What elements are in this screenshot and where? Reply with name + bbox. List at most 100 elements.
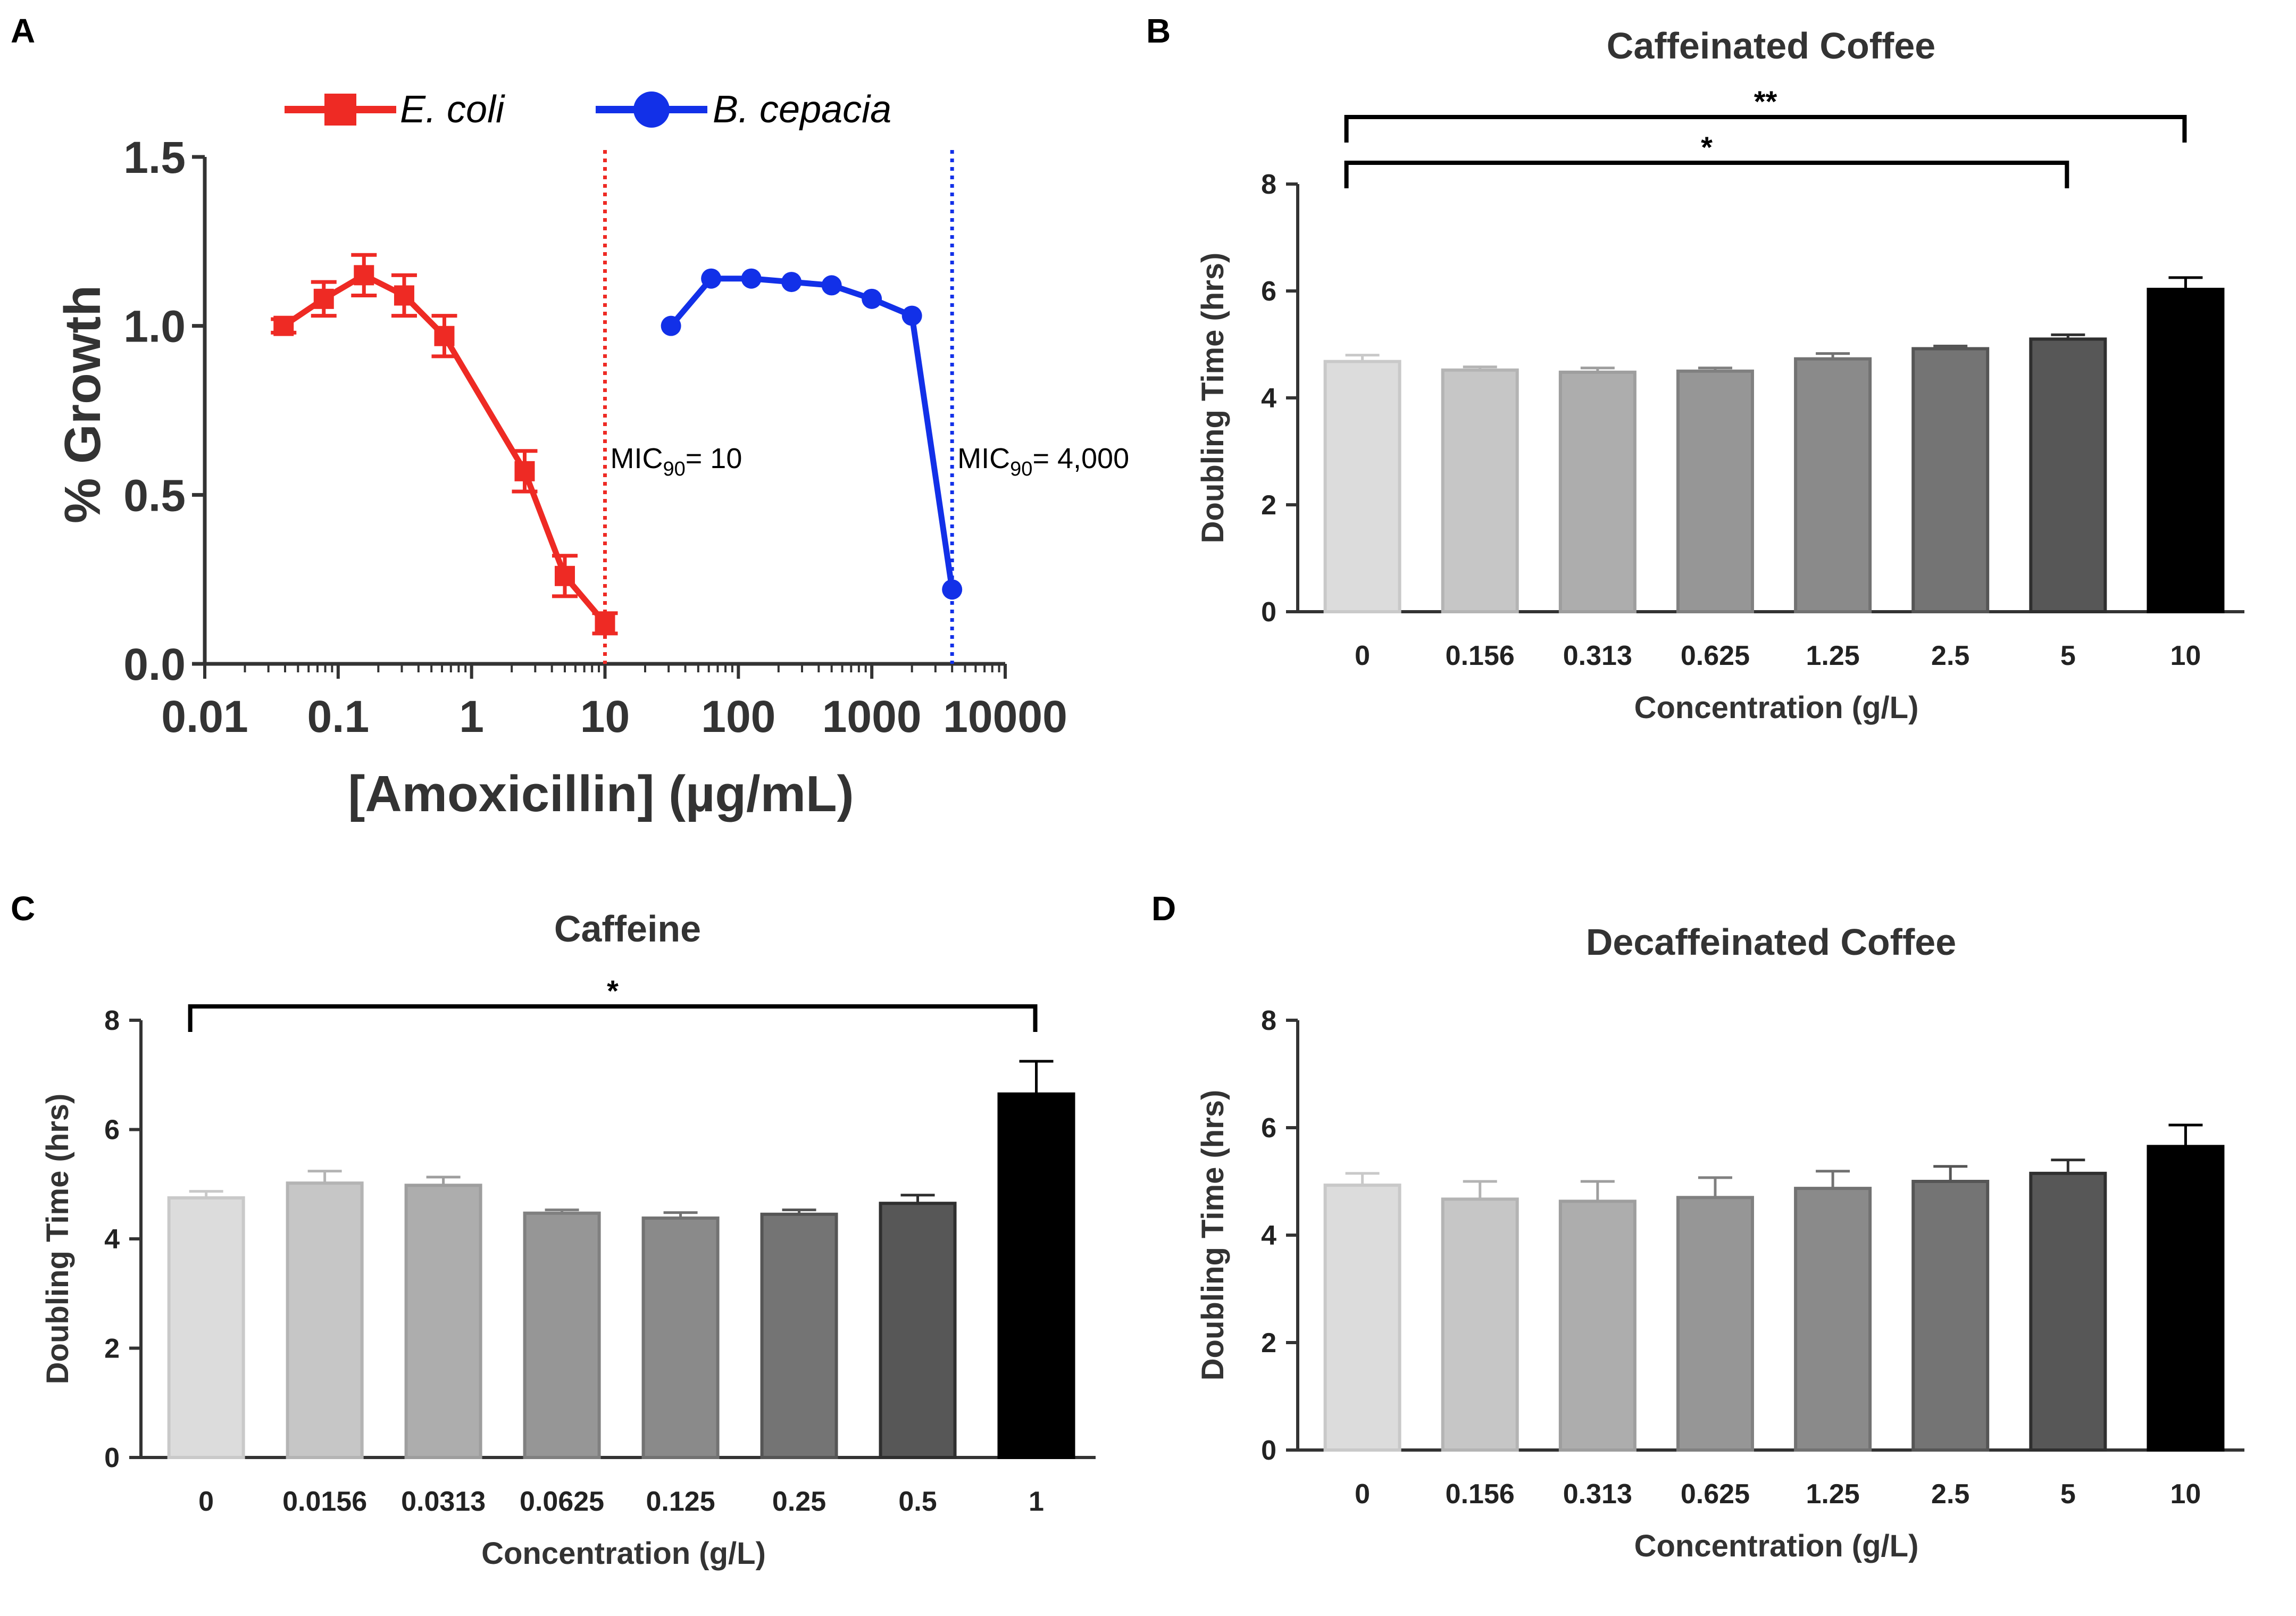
y-axis-label: Doubling Time (hrs) xyxy=(40,1094,75,1385)
data-point xyxy=(354,265,374,286)
y-tick-label: 8 xyxy=(1261,1005,1276,1036)
data-point xyxy=(273,315,294,336)
bar-10 xyxy=(2147,287,2225,613)
x-axis-label: [Amoxicillin] (µg/mL) xyxy=(348,765,854,822)
x-tick-label: 0 xyxy=(1355,640,1370,671)
x-tick-label: 0 xyxy=(1355,1479,1370,1510)
bar-0.0625 xyxy=(523,1211,601,1460)
x-axis-label: Concentration (g/L) xyxy=(1634,690,1919,725)
y-tick-label: 2 xyxy=(104,1334,120,1364)
bar-0 xyxy=(1323,1184,1401,1452)
x-tick-label: 0.25 xyxy=(772,1486,826,1517)
x-tick-label: 0.0625 xyxy=(520,1486,604,1517)
bar-0.156 xyxy=(1441,1197,1519,1452)
mic-label: MIC90= 10 xyxy=(611,443,742,480)
bar-0 xyxy=(167,1196,245,1459)
bar-0.625 xyxy=(1676,1196,1754,1452)
x-tick-label: 0 xyxy=(198,1486,214,1517)
x-tick-label: 1 xyxy=(1029,1486,1044,1517)
x-tick-label: 0.0156 xyxy=(282,1486,367,1517)
data-point xyxy=(434,326,455,346)
bar-0 xyxy=(1323,360,1401,613)
bar-0.313 xyxy=(1558,1199,1637,1452)
x-tick-label: 100 xyxy=(701,692,775,742)
legend-ecoli: E. coli xyxy=(285,88,505,131)
significance-bracket xyxy=(188,1004,1038,1032)
x-tick-label: 0.125 xyxy=(646,1486,715,1517)
bar-0.5 xyxy=(879,1202,957,1459)
panel-letter-a: A xyxy=(11,12,35,50)
x-tick-label: 0.156 xyxy=(1446,640,1515,671)
legend-bcepacia-marker xyxy=(633,91,670,128)
legend-ecoli-label: E. coli xyxy=(400,88,505,131)
significance-marker: * xyxy=(1701,130,1713,164)
y-tick-label: 0 xyxy=(1261,1435,1276,1466)
y-tick-label: 8 xyxy=(1261,169,1276,200)
panel-letter-c: C xyxy=(11,889,35,928)
y-tick-label: 6 xyxy=(1261,276,1276,307)
y-tick-label: 0.5 xyxy=(123,470,186,520)
panel-letter-d: D xyxy=(1151,889,1176,928)
y-axis-label: Doubling Time (hrs) xyxy=(1196,253,1230,544)
y-tick-label: 1.0 xyxy=(123,302,186,352)
data-point xyxy=(942,579,963,600)
x-tick-label: 10 xyxy=(2170,1479,2201,1510)
x-tick-label: 1.25 xyxy=(1806,640,1859,671)
data-point xyxy=(313,288,334,309)
panel-a-line-chart: E. coli B. cepacia % Growth [Amoxicillin… xyxy=(54,88,1129,822)
panel-c-bar-chart: Caffeine 0 2 4 6 8 0 0.0156 0.0313 0.0625 0.125 0.2… xyxy=(40,908,1096,1571)
significance-marker: ** xyxy=(1754,85,1777,118)
x-tick-label: 10 xyxy=(580,692,630,742)
panel-b-bar-chart: Caffeinated Coffee 0 2 4 6 8 0 0.156 0.313 0.625 1… xyxy=(1196,25,2244,725)
chart-title: Caffeinated Coffee xyxy=(1607,25,1935,66)
significance-marker: * xyxy=(607,974,619,1007)
x-tick-label: 0.1 xyxy=(307,692,369,742)
bar-10 xyxy=(2147,1145,2225,1452)
x-tick-label: 1000 xyxy=(822,692,922,742)
legend-bcepacia: B. cepacia xyxy=(596,88,891,131)
data-point xyxy=(595,613,615,634)
y-tick-label: 8 xyxy=(104,1005,120,1036)
y-tick-label: 0 xyxy=(104,1443,120,1473)
y-tick-label: 4 xyxy=(104,1224,120,1255)
data-point xyxy=(821,275,842,296)
y-tick-label: 0.0 xyxy=(123,639,186,689)
bar-0.156 xyxy=(1441,368,1519,613)
bar-0.625 xyxy=(1676,369,1754,613)
y-tick-label: 4 xyxy=(1261,1220,1276,1251)
x-tick-label: 2.5 xyxy=(1931,1479,1969,1510)
legend-ecoli-marker xyxy=(324,94,356,126)
bar-2.5 xyxy=(1911,347,1990,613)
chart-title: Caffeine xyxy=(554,908,701,949)
x-tick-label: 5 xyxy=(2060,1479,2076,1510)
bar-2.5 xyxy=(1911,1180,1990,1452)
bar-0.125 xyxy=(641,1216,720,1460)
y-tick-label: 4 xyxy=(1261,383,1276,414)
bar-0.0156 xyxy=(286,1181,364,1460)
data-point xyxy=(661,315,681,336)
bar-0.25 xyxy=(760,1212,838,1459)
bar-1.25 xyxy=(1794,357,1872,613)
y-axis-label: % Growth xyxy=(54,285,111,523)
y-tick-label: 2 xyxy=(1261,490,1276,521)
y-tick-label: 1.5 xyxy=(123,132,186,182)
y-tick-label: 0 xyxy=(1261,597,1276,628)
panel-letter-b: B xyxy=(1146,12,1171,50)
data-point xyxy=(554,565,575,586)
bar-0.313 xyxy=(1558,370,1637,613)
x-tick-label: 0.0313 xyxy=(401,1486,486,1517)
legend: E. coli B. cepacia xyxy=(285,88,891,131)
data-point xyxy=(394,285,414,306)
significance-bracket xyxy=(1344,161,2069,188)
x-tick-label: 1 xyxy=(459,692,484,742)
y-tick-label: 6 xyxy=(1261,1113,1276,1144)
significance-bracket xyxy=(1344,115,2187,143)
x-tick-label: 0.5 xyxy=(898,1486,937,1517)
data-point xyxy=(862,288,882,309)
x-tick-label: 1.25 xyxy=(1806,1479,1859,1510)
x-tick-label: 0.625 xyxy=(1681,1479,1750,1510)
bar-5 xyxy=(2029,1171,2107,1452)
mic-label: MIC90= 4,000 xyxy=(957,443,1129,480)
x-tick-label: 0.156 xyxy=(1446,1479,1515,1510)
